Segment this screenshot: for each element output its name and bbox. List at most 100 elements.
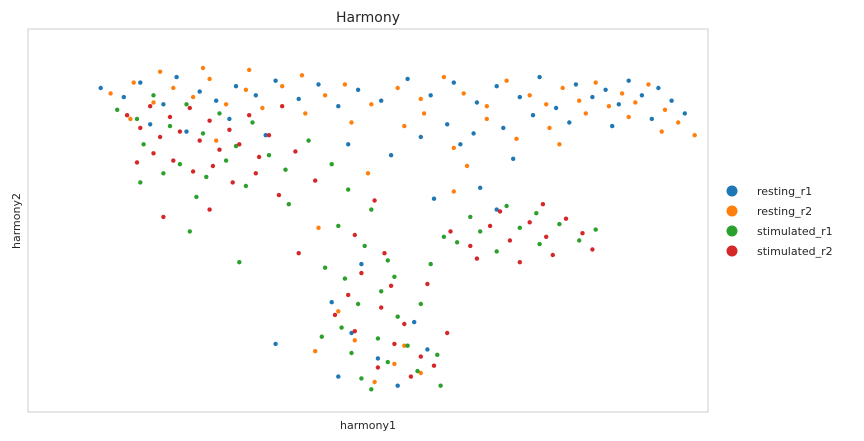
- point-resting_r1-6: [214, 98, 219, 103]
- point-stimulated_r1-22: [336, 223, 341, 229]
- point-stimulated_r1-28: [395, 314, 400, 319]
- point-stimulated_r1-49: [187, 229, 192, 234]
- point-stimulated_r2-48: [474, 256, 480, 261]
- legend-marker-stimulated_r1: [726, 225, 738, 237]
- point-stimulated_r2-4: [167, 114, 173, 120]
- point-resting_r2-57: [336, 309, 341, 314]
- legend: resting_r1 resting_r2 stimulated_r1stimula…: [726, 185, 833, 258]
- point-resting_r1-50: [494, 207, 499, 212]
- point-stimulated_r1-7: [233, 143, 239, 149]
- point-stimulated_r1-48: [237, 260, 242, 265]
- point-resting_r1-25: [603, 87, 608, 93]
- point-stimulated_r2-20: [210, 163, 216, 169]
- point-stimulated_r1-31: [405, 343, 410, 348]
- point-resting_r2-27: [633, 100, 638, 105]
- point-resting_r1-23: [573, 82, 579, 87]
- legend-label-resting_r2: resting_r2: [757, 205, 812, 218]
- point-resting_r2-8: [260, 105, 265, 111]
- point-stimulated_r1-41: [517, 225, 522, 230]
- point-stimulated_r2-1: [138, 125, 143, 131]
- point-stimulated_r2-8: [207, 118, 212, 123]
- point-resting_r1-9: [273, 78, 278, 83]
- point-stimulated_r1-10: [141, 142, 146, 147]
- point-stimulated_r2-39: [431, 363, 437, 368]
- point-stimulated_r1-18: [306, 138, 311, 143]
- point-resting_r2-1: [131, 80, 136, 85]
- point-resting_r2-45: [402, 123, 407, 129]
- point-stimulated_r1-1: [134, 116, 140, 122]
- point-resting_r1-13: [355, 87, 361, 93]
- point-resting_r2-6: [223, 102, 229, 107]
- point-resting_r1-42: [227, 116, 232, 122]
- point-stimulated_r2-21: [230, 180, 235, 185]
- point-resting_r1-19: [494, 84, 499, 89]
- point-stimulated_r1-53: [392, 274, 397, 279]
- point-stimulated_r2-50: [550, 252, 555, 258]
- point-resting_r1-3: [161, 102, 166, 107]
- point-stimulated_r2-10: [227, 127, 232, 132]
- point-resting_r2-13: [369, 102, 374, 107]
- point-resting_r2-16: [441, 74, 447, 80]
- point-stimulated_r2-54: [161, 214, 166, 220]
- point-stimulated_r2-41: [468, 243, 473, 249]
- point-stimulated_r1-54: [418, 301, 423, 307]
- point-stimulated_r2-46: [563, 216, 569, 221]
- point-stimulated_r1-5: [200, 131, 206, 136]
- point-resting_r1-56: [412, 319, 417, 325]
- point-stimulated_r2-53: [207, 207, 212, 212]
- point-resting_r1-45: [388, 153, 394, 158]
- point-stimulated_r1-56: [369, 387, 374, 392]
- point-stimulated_r2-19: [190, 169, 196, 174]
- point-stimulated_r2-13: [256, 154, 262, 160]
- point-stimulated_r2-11: [237, 142, 242, 147]
- point-resting_r1-14: [379, 98, 384, 103]
- point-resting_r2-32: [659, 129, 664, 134]
- point-stimulated_r1-8: [250, 120, 255, 125]
- point-resting_r1-41: [184, 129, 189, 134]
- point-resting_r2-19: [504, 78, 509, 83]
- point-stimulated_r2-9: [217, 147, 222, 152]
- legend-label-resting_r1: resting_r1: [757, 185, 812, 198]
- point-resting_r2-2: [151, 100, 156, 105]
- point-resting_r2-14: [395, 85, 400, 91]
- point-stimulated_r2-38: [408, 374, 414, 379]
- point-stimulated_r2-45: [544, 234, 549, 239]
- point-resting_r1-20: [517, 94, 522, 100]
- point-resting_r2-49: [316, 225, 321, 230]
- legend-marker-resting_r1: [726, 185, 738, 197]
- point-resting_r1-48: [478, 185, 483, 190]
- point-resting_r1-38: [445, 122, 450, 127]
- point-resting_r1-46: [458, 142, 463, 147]
- point-stimulated_r1-39: [478, 229, 483, 234]
- point-resting_r2-25: [606, 104, 612, 109]
- point-resting_r1-49: [431, 196, 437, 201]
- point-resting_r2-21: [544, 102, 549, 107]
- point-stimulated_r1-38: [454, 240, 460, 245]
- point-resting_r1-40: [148, 122, 153, 127]
- point-resting_r1-43: [263, 133, 268, 138]
- point-resting_r2-40: [200, 65, 206, 71]
- point-resting_r2-47: [214, 138, 219, 143]
- point-resting_r1-57: [425, 347, 430, 352]
- point-stimulated_r1-47: [441, 234, 447, 239]
- point-stimulated_r2-6: [187, 105, 192, 111]
- point-resting_r1-26: [616, 102, 621, 107]
- point-stimulated_r1-43: [557, 221, 562, 227]
- point-stimulated_r1-51: [286, 202, 291, 207]
- point-resting_r1-47: [511, 156, 516, 161]
- point-stimulated_r1-15: [161, 171, 166, 176]
- points-layer: [98, 65, 697, 392]
- legend-item-resting_r1: resting_r1: [726, 185, 812, 198]
- point-stimulated_r1-13: [223, 158, 229, 163]
- point-stimulated_r1-4: [184, 102, 189, 107]
- point-resting_r2-20: [527, 93, 532, 98]
- point-stimulated_r2-28: [382, 251, 387, 256]
- legend-item-resting_r2: resting_r2: [726, 205, 812, 218]
- point-resting_r2-51: [352, 338, 357, 343]
- point-stimulated_r1-58: [593, 227, 598, 232]
- point-resting_r2-17: [461, 91, 466, 96]
- point-resting_r1-7: [233, 84, 239, 89]
- point-stimulated_r2-12: [247, 113, 252, 118]
- point-stimulated_r2-47: [580, 231, 585, 236]
